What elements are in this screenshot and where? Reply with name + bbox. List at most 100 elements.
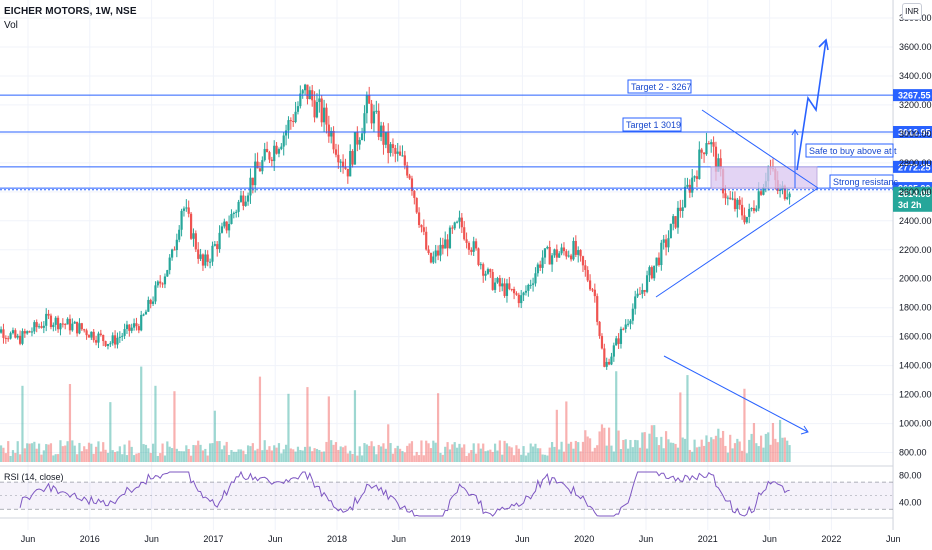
candle-body <box>688 184 691 193</box>
volume-bar <box>712 439 715 462</box>
volume-bar <box>444 446 447 462</box>
candle-body <box>672 216 675 224</box>
volume-bar <box>653 425 656 462</box>
volume-bar <box>729 434 732 462</box>
candle-body <box>365 94 368 114</box>
volume-bar <box>201 450 205 462</box>
volume-bar <box>600 424 604 462</box>
candle-body <box>37 326 41 328</box>
volume-bar <box>645 448 649 462</box>
candle-body <box>52 324 55 328</box>
candle-body <box>510 288 513 290</box>
volume-bar <box>759 435 763 462</box>
volume-bar <box>4 453 7 462</box>
volume-bar <box>679 392 682 462</box>
candle-body <box>11 330 15 334</box>
rsi-tick-label: 80.00 <box>899 470 922 480</box>
volume-bar <box>0 445 3 462</box>
candle-body <box>64 323 67 325</box>
volume-bar <box>254 450 257 462</box>
candle-body <box>389 144 392 154</box>
volume-bar <box>159 453 162 462</box>
candle-body <box>199 254 202 259</box>
candle-body <box>617 338 620 344</box>
candle-body <box>30 331 34 333</box>
volume-bar <box>669 442 672 462</box>
candle-body <box>522 292 525 296</box>
candle-body <box>726 197 729 199</box>
y-tick-label: 2000.00 <box>899 274 932 284</box>
volume-bar <box>249 446 252 462</box>
volume-bars <box>0 366 791 462</box>
candle-body <box>159 281 162 284</box>
x-tick-label: 2020 <box>574 534 594 544</box>
level-price-tag <box>893 160 932 173</box>
candle-body <box>230 214 233 224</box>
candle-body <box>375 110 378 112</box>
candle-body <box>714 146 718 172</box>
candle-body <box>294 111 297 123</box>
volume-bar <box>501 454 504 462</box>
candle-body <box>168 257 171 271</box>
y-tick-label: 1600.00 <box>899 332 932 342</box>
volume-bar <box>334 442 338 462</box>
volume-bar <box>140 366 143 462</box>
candle-body <box>460 217 463 228</box>
current-price-label: 2614.05 <box>898 189 931 199</box>
candle-body <box>23 331 26 334</box>
candle-body <box>197 249 200 259</box>
volume-bar <box>263 440 266 462</box>
volume-bar <box>470 450 473 462</box>
candle-body <box>650 267 653 279</box>
volume-bar <box>85 449 88 462</box>
candle-body <box>596 296 599 322</box>
candle-body <box>170 249 174 258</box>
volume-bar <box>16 441 19 462</box>
candle-body <box>299 93 302 107</box>
volume-bar <box>239 449 243 462</box>
volume-bar <box>270 450 273 462</box>
candle-body <box>254 161 257 186</box>
candle-body <box>83 329 86 331</box>
volume-bar <box>619 449 623 462</box>
volume-bar <box>337 449 340 462</box>
candle-body <box>729 197 732 199</box>
volume-bar <box>467 453 471 462</box>
candle-body <box>503 283 506 296</box>
volume-bar <box>693 439 696 462</box>
volume-bar <box>130 446 133 462</box>
volume-bar <box>59 440 62 462</box>
volume-bar <box>631 447 634 462</box>
candle-body <box>629 320 632 324</box>
volume-bar <box>346 453 349 462</box>
x-tick-label: Jun <box>268 534 283 544</box>
volume-bar <box>596 445 599 462</box>
candle-body <box>577 250 580 255</box>
volume-bar <box>550 442 554 462</box>
volume-bar <box>363 443 366 462</box>
candle-body <box>710 142 713 145</box>
currency-badge[interactable]: INR <box>902 3 922 20</box>
volume-bar <box>375 454 378 462</box>
volume-bar <box>453 442 456 462</box>
volume-bar <box>161 443 164 462</box>
volume-bar <box>510 447 513 462</box>
volume-bar <box>733 443 737 462</box>
candle-body <box>178 229 181 240</box>
volume-bar <box>384 448 387 462</box>
volume-bar <box>686 375 689 462</box>
candle-body <box>111 335 114 344</box>
candle-body <box>68 318 72 331</box>
candle-body <box>270 159 273 162</box>
candle-body <box>434 250 437 257</box>
candle-body <box>615 338 618 346</box>
candle-body <box>144 311 148 315</box>
candle-body <box>121 335 124 337</box>
volume-bar <box>185 445 188 462</box>
candle-body <box>586 269 589 281</box>
candle-body <box>379 125 383 137</box>
candle-body <box>493 282 497 290</box>
volume-bar <box>660 436 663 462</box>
volume-bar <box>736 438 739 462</box>
